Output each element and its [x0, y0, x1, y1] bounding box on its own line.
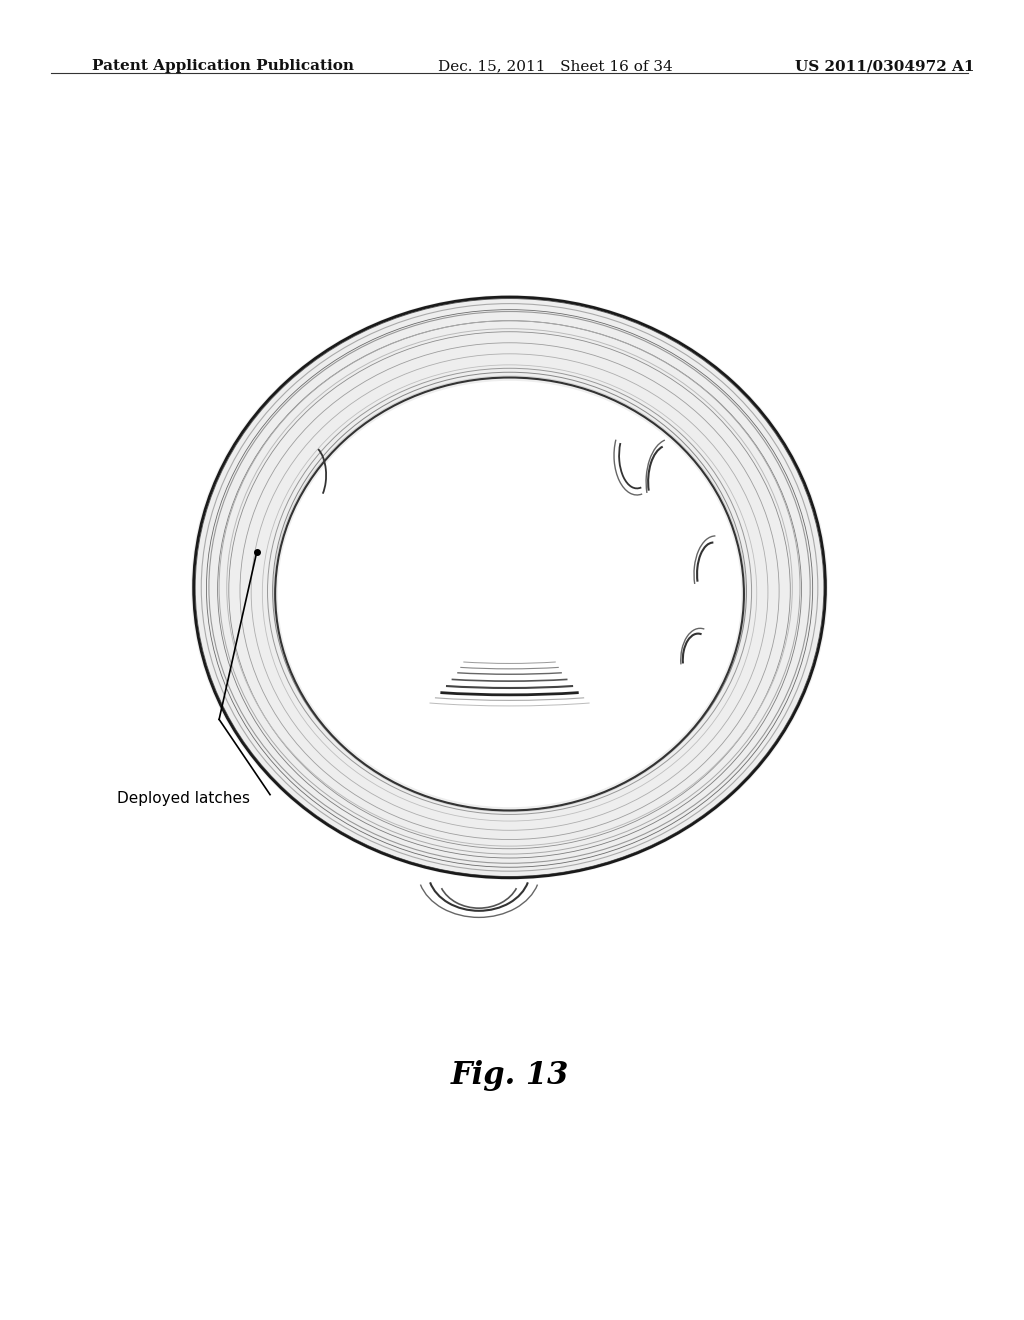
Text: 1000: 1000 [441, 591, 486, 610]
Ellipse shape [278, 380, 741, 807]
Text: US 2011/0304972 A1: US 2011/0304972 A1 [795, 59, 975, 74]
Text: Patent Application Publication: Patent Application Publication [92, 59, 353, 74]
Text: Deployed latches: Deployed latches [117, 791, 250, 807]
Text: Dec. 15, 2011   Sheet 16 of 34: Dec. 15, 2011 Sheet 16 of 34 [438, 59, 673, 74]
Ellipse shape [191, 296, 828, 879]
Text: Fig. 13: Fig. 13 [451, 1060, 568, 1092]
